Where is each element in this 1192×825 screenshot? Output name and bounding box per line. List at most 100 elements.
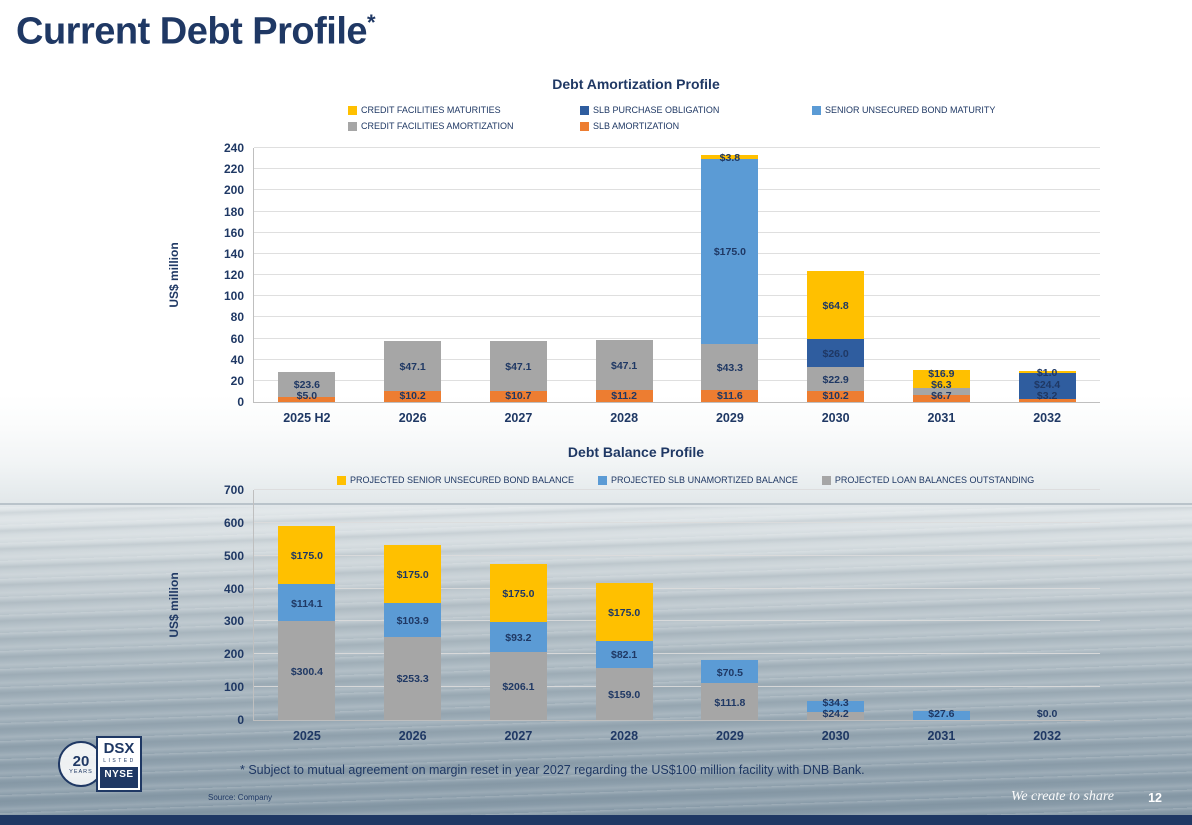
bar-value-label: $47.1 [610, 360, 638, 373]
legend-swatch [580, 105, 589, 115]
gridline [254, 252, 1100, 254]
logo-years-word: YEARS [69, 768, 93, 775]
bar-value-label: $43.3 [716, 361, 744, 374]
legend-swatch [580, 121, 589, 131]
y-axis-tick-label: 80 [230, 310, 244, 325]
bar-segment [701, 158, 759, 344]
x-axis-category-label: 2027 [504, 729, 533, 743]
bar-value-label: $10.2 [822, 390, 849, 402]
logo-ticker: DSX [103, 740, 135, 757]
y-axis-tick-label: 140 [223, 246, 244, 261]
bar-value-label: $10.2 [399, 390, 426, 402]
x-axis-category-label: 2026 [398, 411, 427, 425]
footer-bar [0, 815, 1192, 825]
bar-value-label: $114.1 [291, 597, 323, 610]
bar-segment [595, 667, 653, 720]
bar-value-label: $24.4 [1033, 379, 1061, 391]
legend-label: SLB PURCHASE OBLIGATION [593, 105, 720, 115]
logo-listed-word: LISTED [103, 758, 136, 764]
bar-value-label: $22.9 [822, 374, 849, 387]
gridline [254, 337, 1100, 339]
gridline [254, 379, 1100, 381]
bar-segment [489, 652, 547, 720]
logo-years-number: 20 [72, 752, 90, 770]
bar-value-label: $3.8 [719, 151, 741, 164]
gridline [254, 653, 1100, 655]
bar-segment [1018, 371, 1076, 373]
bar-segment [701, 660, 759, 684]
chart2-title: Debt Balance Profile [567, 444, 705, 460]
x-axis-category-label: 2032 [1033, 411, 1062, 425]
x-axis-category-label: 2029 [715, 411, 744, 425]
x-axis-category-label: 2031 [927, 411, 956, 425]
logo-dsx-nyse: DSX LISTED NYSE [96, 736, 142, 792]
bar-value-label: $16.9 [928, 368, 955, 380]
bar-value-label: $93.2 [505, 631, 532, 644]
bar-value-label: $175.0 [608, 607, 641, 620]
x-axis-category-label: 2027 [504, 411, 533, 425]
bar-segment [278, 371, 336, 397]
legend-swatch [821, 475, 831, 485]
legend-swatch [348, 121, 357, 131]
bar-segment [595, 583, 653, 641]
legend-label: SLB AMORTIZATION [593, 121, 680, 131]
legend-item: PROJECTED SENIOR UNSECURED BOND BALANCE [337, 475, 574, 485]
logo-exchange: NYSE [100, 767, 138, 788]
x-axis-category-label: 2030 [821, 411, 850, 425]
bar-segment [807, 270, 865, 340]
bar-segment [701, 343, 759, 390]
bar-segment [912, 710, 970, 720]
bar-value-label: $24.2 [822, 708, 849, 720]
bar-segment [807, 712, 865, 720]
bar-segment [595, 640, 653, 668]
legend-item: PROJECTED LOAN BALANCES OUTSTANDING [821, 475, 1034, 485]
legend-item: SENIOR UNSECURED BOND MATURITY [812, 105, 1044, 115]
bar-value-label: $6.3 [931, 379, 952, 391]
bar-value-label: $111.8 [714, 696, 746, 709]
bar-value-label: $5.0 [296, 390, 318, 402]
legend-item: CREDIT FACILITIES AMORTIZATION [348, 121, 580, 131]
bar-segment [278, 583, 336, 622]
page-number: 12 [1148, 791, 1162, 805]
legend-label: SENIOR UNSECURED BOND MATURITY [825, 105, 996, 115]
legend-swatch [337, 475, 346, 485]
gridline [254, 147, 1100, 148]
bar-value-label: $175.0 [502, 587, 535, 600]
bar-value-label: $34.3 [822, 697, 849, 709]
bar-value-label: $11.6 [717, 390, 743, 402]
x-axis-category-label: 2028 [610, 729, 639, 743]
bar-segment [489, 340, 547, 391]
gridline [254, 168, 1100, 170]
bar-segment [489, 390, 547, 402]
bar-value-label: $1.0 [1036, 367, 1058, 380]
bar-segment [1018, 372, 1076, 399]
chart2-plot-area: 0 100 200 300 400 500 600 700 2025 $300.4 $114.1 $1… [224, 483, 1100, 743]
gridline [254, 587, 1100, 589]
y-axis-tick-label: 20 [230, 373, 244, 388]
bar-value-label: $103.9 [396, 614, 429, 627]
y-axis-tick-label: 0 [237, 395, 244, 409]
bar-segment [701, 389, 759, 402]
legend-row: CREDIT FACILITIES AMORTIZATION SLB AMORTI… [348, 121, 1044, 131]
chart2-y-axis-title: US$ million [167, 572, 181, 638]
y-axis-tick-label: 240 [223, 141, 244, 155]
gridline [254, 489, 1100, 490]
page-title: Current Debt Profile* [16, 10, 376, 54]
bar-value-label: $206.1 [502, 681, 535, 694]
bar-value-label: $300.4 [290, 665, 323, 678]
gridline [254, 295, 1100, 297]
page-title-text: Current Debt Profile [16, 10, 368, 53]
bar-value-label: $26.0 [822, 348, 849, 361]
legend-item: PROJECTED SLB UNAMORTIZED BALANCE [598, 475, 798, 485]
y-axis-tick-label: 300 [223, 614, 244, 629]
legend-swatch [348, 105, 357, 115]
bar-value-label: $175.0 [713, 246, 746, 259]
legend-label: CREDIT FACILITIES MATURITIES [361, 105, 501, 115]
chart1-title: Debt Amortization Profile [552, 76, 720, 92]
gridline [254, 274, 1100, 275]
legend-item: SLB PURCHASE OBLIGATION [580, 105, 812, 115]
y-axis-tick-label: 700 [223, 483, 244, 497]
y-axis-tick-label: 120 [223, 268, 244, 282]
y-axis-tick-label: 160 [223, 225, 244, 240]
